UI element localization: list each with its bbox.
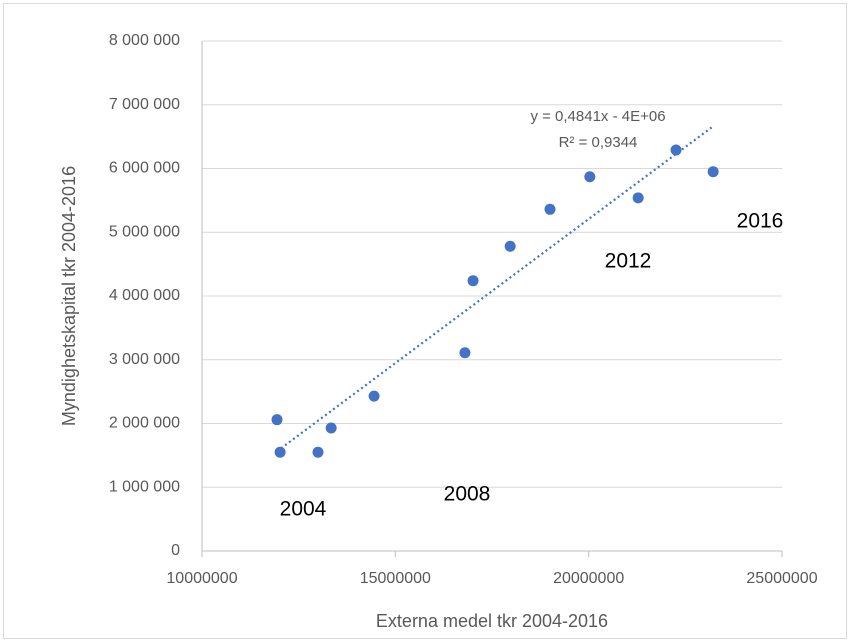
- y-tick-label: 8 000 000: [109, 32, 180, 49]
- y-axis-title: Myndighetskapital tkr 2004-2016: [59, 166, 79, 426]
- y-tick-label: 3 000 000: [109, 351, 180, 368]
- point: [707, 166, 719, 178]
- trend-equation: y = 0,4841x - 4E+06: [530, 108, 665, 125]
- point: [312, 446, 324, 458]
- y-tick-label: 2 000 000: [109, 415, 180, 432]
- trend-r2: R² = 0,9344: [559, 134, 638, 151]
- y-tick-label: 6 000 000: [109, 160, 180, 177]
- point: [459, 347, 471, 359]
- y-tick-label: 4 000 000: [109, 287, 180, 304]
- point: [368, 390, 380, 402]
- annotation: 2012: [605, 250, 652, 273]
- point: [632, 192, 644, 204]
- trend-line: [276, 125, 714, 453]
- annotation: 2016: [737, 210, 784, 233]
- y-tick-label: 1 000 000: [109, 478, 180, 495]
- y-tick-label: 0: [171, 542, 180, 559]
- x-tick-label: 20000000: [553, 570, 624, 587]
- annotation: 2008: [444, 483, 491, 506]
- x-tick-label: 10000000: [166, 570, 237, 587]
- x-tick-label: 15000000: [360, 570, 431, 587]
- y-tick-label: 5 000 000: [109, 223, 180, 240]
- point: [467, 275, 479, 287]
- point: [274, 446, 286, 458]
- y-tick-label: 7 000 000: [109, 96, 180, 113]
- point: [504, 240, 516, 252]
- x-tick-label: 25000000: [746, 570, 817, 587]
- x-axis-title: Externa medel tkr 2004-2016: [376, 611, 608, 631]
- point: [544, 203, 556, 215]
- point: [325, 422, 337, 434]
- annotation: 2004: [280, 498, 327, 521]
- point: [670, 144, 682, 156]
- point: [584, 171, 596, 183]
- point: [271, 414, 283, 426]
- chart-frame: [3, 3, 847, 639]
